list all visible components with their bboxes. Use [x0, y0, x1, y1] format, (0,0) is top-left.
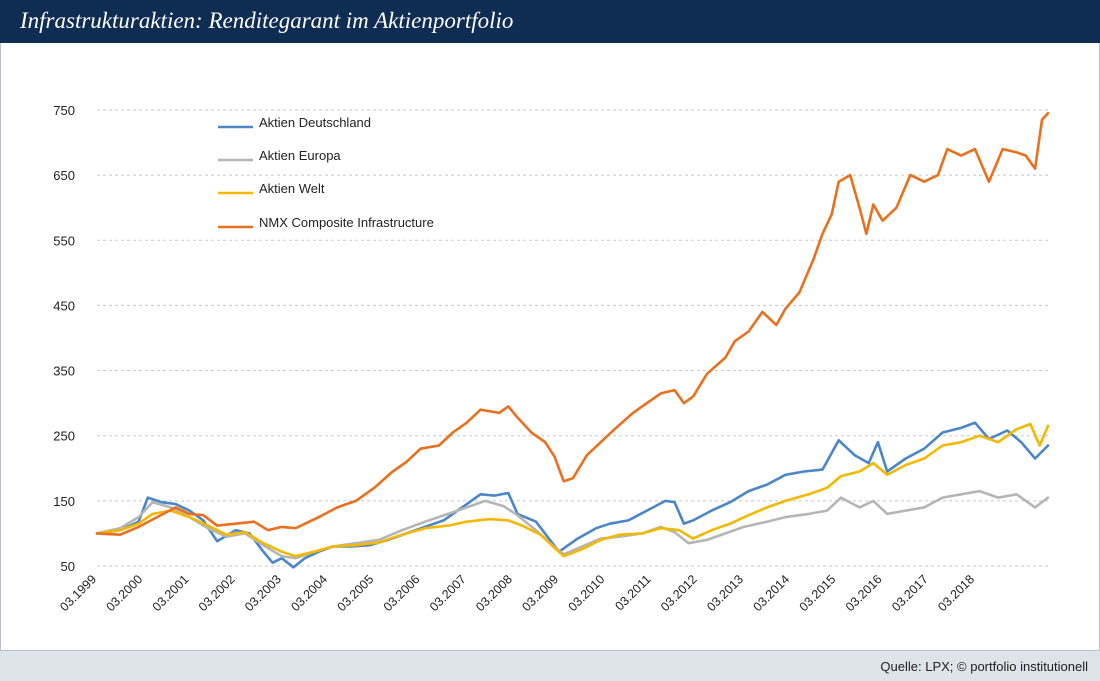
y-tick-label: 550: [53, 233, 75, 248]
x-tick-label: 03.1999: [57, 572, 99, 614]
x-tick-label: 03.2013: [704, 572, 746, 614]
y-tick-label: 650: [53, 168, 75, 183]
x-tick-label: 03.2009: [519, 572, 561, 614]
y-tick-label: 250: [53, 429, 75, 444]
y-axis-labels: 50 150 250 350 450 550 650 750: [53, 103, 75, 574]
x-tick-label: 03.2011: [612, 572, 653, 613]
y-tick-label: 750: [53, 103, 75, 118]
x-tick-label: 03.2006: [381, 572, 423, 614]
chart-area: 50 150 250 350 450 550 650 750 03.1999 03.2000 03…: [0, 43, 1100, 650]
title-bar: Infrastrukturaktien: Renditegarant im Ak…: [0, 0, 1100, 43]
x-tick-label: 03.2000: [103, 572, 145, 614]
series-line-aktien-deutschland: [95, 421, 1050, 569]
x-tick-label: 03.2007: [427, 572, 469, 614]
legend-label: Aktien Deutschland: [259, 115, 371, 130]
x-tick-label: 03.2008: [473, 572, 515, 614]
legend-label: Aktien Europa: [259, 148, 341, 163]
footer: Quelle: LPX; © portfolio institutionell: [0, 650, 1100, 681]
series-layer: [95, 112, 1050, 569]
legend: Aktien Deutschland Aktien Europa Aktien We…: [218, 115, 434, 230]
y-tick-label: 50: [61, 559, 75, 574]
x-tick-label: 03.2014: [750, 572, 792, 614]
series-line-aktien-welt: [95, 422, 1050, 558]
x-tick-label: 03.2002: [196, 572, 238, 614]
x-tick-label: 03.2003: [242, 572, 284, 614]
x-tick-label: 03.2017: [889, 572, 931, 614]
x-tick-label: 03.2016: [843, 572, 885, 614]
series-line-nmx-composite-infrastructure: [95, 112, 1050, 536]
x-tick-label: 03.2001: [150, 572, 192, 614]
x-tick-label: 03.2012: [658, 572, 700, 614]
series-line-aktien-europa: [95, 489, 1050, 560]
x-tick-label: 03.2015: [797, 572, 839, 614]
grid-layer: [97, 109, 1048, 567]
x-tick-label: 03.2018: [935, 572, 977, 614]
x-tick-label: 03.2010: [566, 572, 608, 614]
legend-label: NMX Composite Infrastructure: [259, 215, 434, 230]
source-note: Quelle: LPX; © portfolio institutionell: [880, 659, 1088, 674]
legend-label: Aktien Welt: [259, 181, 325, 196]
page-title: Infrastrukturaktien: Renditegarant im Ak…: [20, 8, 514, 33]
y-tick-label: 450: [53, 298, 75, 313]
x-axis-labels: 03.1999 03.2000 03.2001 03.2002 03.2003 03.20…: [57, 572, 977, 614]
x-tick-label: 03.2005: [335, 572, 377, 614]
y-tick-label: 350: [53, 364, 75, 379]
y-tick-label: 150: [53, 494, 75, 509]
x-tick-label: 03.2004: [288, 572, 330, 614]
